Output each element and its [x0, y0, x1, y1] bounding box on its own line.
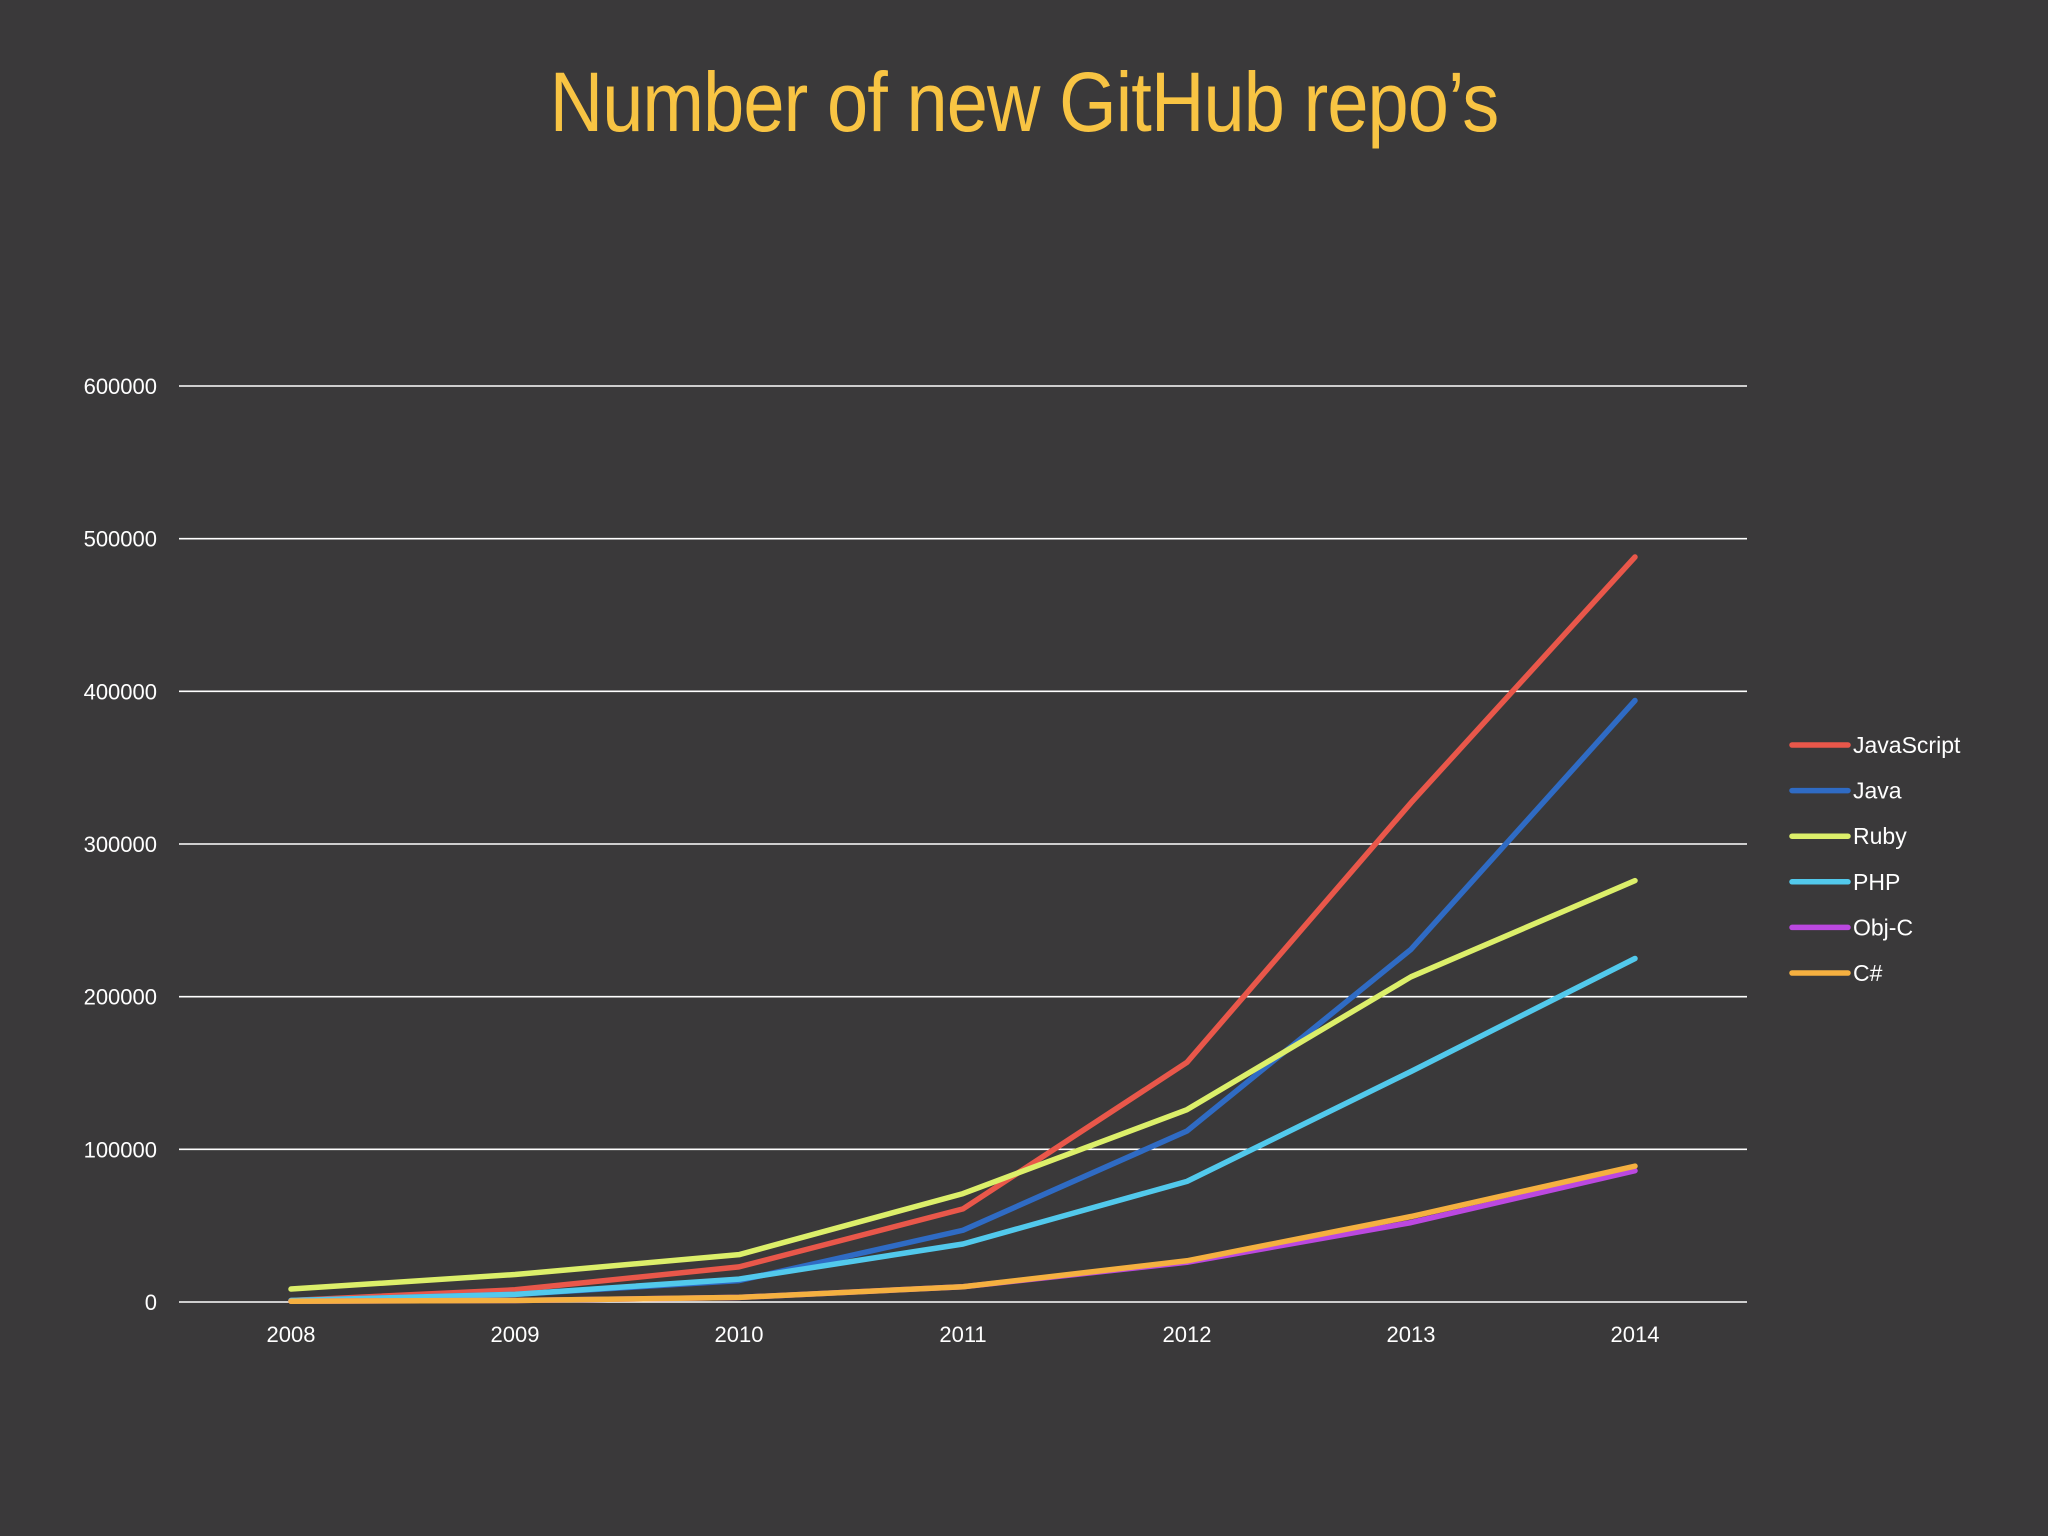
y-tick-label: 400000 — [84, 679, 157, 704]
y-tick-label: 200000 — [84, 985, 157, 1010]
y-tick-label: 0 — [145, 1290, 157, 1315]
chart-title: Number of new GitHub repo’s — [549, 55, 1499, 149]
y-tick-label: 300000 — [84, 832, 157, 857]
x-tick-label: 2014 — [1611, 1322, 1660, 1347]
series-line-php — [288, 955, 1638, 1304]
y-tick-label: 100000 — [84, 1137, 157, 1162]
y-axis-tick-labels: 0 100000 200000 300000 400000 500000 600000 — [84, 374, 157, 1315]
legend-item-javascript: JavaScript — [1789, 732, 1961, 758]
series-line-obj-c — [288, 1167, 1638, 1304]
x-tick-label: 2009 — [491, 1322, 540, 1347]
legend-item-php: PHP — [1789, 869, 1900, 895]
legend-item-java: Java — [1789, 778, 1902, 804]
series-line-ruby — [288, 877, 1638, 1292]
legend-label: C# — [1853, 960, 1883, 986]
x-tick-label: 2013 — [1387, 1322, 1436, 1347]
series-line-c- — [288, 1163, 1638, 1304]
legend-label: PHP — [1853, 869, 1900, 895]
legend-item-c-: C# — [1789, 960, 1883, 986]
x-tick-label: 2012 — [1163, 1322, 1212, 1347]
legend-label: Java — [1853, 778, 1902, 804]
y-tick-label: 600000 — [84, 374, 157, 399]
legend-item-ruby: Ruby — [1789, 823, 1907, 849]
gridlines — [179, 385, 1747, 1303]
y-tick-label: 500000 — [84, 527, 157, 552]
x-tick-label: 2008 — [267, 1322, 316, 1347]
series-lines — [288, 554, 1638, 1304]
legend: JavaScript Java Ruby PHP Obj-C C# — [1789, 732, 1961, 986]
x-axis-tick-labels: 2008 2009 2010 2011 2012 2013 2014 — [267, 1322, 1660, 1347]
legend-label: JavaScript — [1853, 732, 1961, 758]
series-line-javascript — [288, 554, 1638, 1304]
legend-label: Ruby — [1853, 823, 1907, 849]
x-tick-label: 2011 — [939, 1322, 986, 1347]
x-tick-label: 2010 — [715, 1322, 764, 1347]
legend-label: Obj-C — [1853, 914, 1913, 940]
legend-item-obj-c: Obj-C — [1789, 914, 1913, 940]
